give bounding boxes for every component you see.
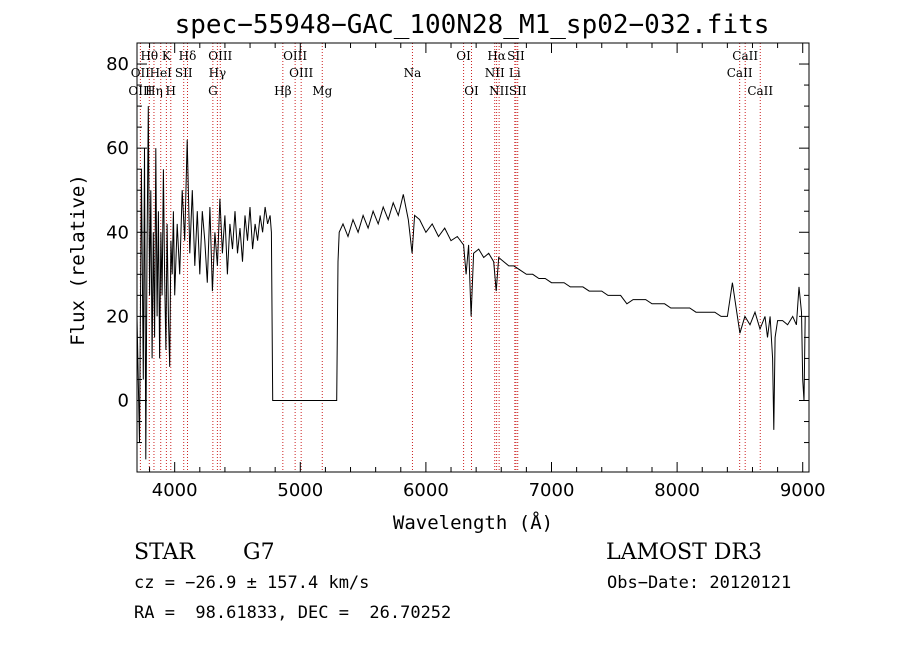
line-label-23: Mg <box>312 84 332 98</box>
y-tick-label: 80 <box>106 54 129 75</box>
plot-frame <box>136 42 810 473</box>
y-axis-ticks: 0 20 40 60 80 <box>106 54 809 444</box>
x-tick-label: 9000 <box>780 480 826 501</box>
line-label-11: SII <box>175 66 193 80</box>
line-label-15: NII <box>485 66 505 80</box>
line-label-19: Hη <box>145 84 163 98</box>
line-label-18: OIII <box>128 84 152 98</box>
line-label-8: CaII <box>732 49 758 63</box>
line-label-24: OI <box>464 84 479 98</box>
line-label-10: HeI <box>150 66 173 80</box>
line-label-5: OI <box>456 49 471 63</box>
line-label-9: OII <box>131 66 151 80</box>
chart-title: spec−55948−GAC_100N28_M1_sp02−032.fits <box>175 10 770 40</box>
line-label-7: SII <box>507 49 525 63</box>
line-label-2: Hδ <box>179 49 197 63</box>
line-label-17: CaII <box>727 66 753 80</box>
x-tick-label: 4000 <box>152 480 198 501</box>
line-label-21: G <box>208 84 218 98</box>
line-label-4: OIII <box>283 49 307 63</box>
y-tick-label: 0 <box>118 391 129 412</box>
line-label-26: SII <box>509 84 527 98</box>
y-axis-label: Flux (relative) <box>67 174 89 346</box>
line-label-14: Na <box>404 66 422 80</box>
emission-line-markers <box>139 43 761 472</box>
redshift-velocity: cz = −26.9 ± 157.4 km/s <box>134 573 370 593</box>
line-label-13: OIII <box>289 66 313 80</box>
observation-date: Obs−Date: 20120121 <box>607 573 792 593</box>
y-tick-label: 60 <box>106 138 129 159</box>
line-label-1: K <box>162 49 172 63</box>
y-tick-label: 40 <box>106 222 129 243</box>
object-class: STAR <box>134 540 195 565</box>
line-label-25: NII <box>489 84 509 98</box>
line-label-12: Hγ <box>209 66 227 80</box>
line-label-22: Hβ <box>274 84 291 98</box>
x-axis-label: Wavelength (Å) <box>393 511 553 534</box>
x-tick-label: 6000 <box>403 480 449 501</box>
line-label-16: Li <box>509 66 521 80</box>
line-label-3: OIII <box>208 49 232 63</box>
x-tick-label: 5000 <box>277 480 323 501</box>
line-label-20: H <box>166 84 176 98</box>
line-label-27: CaII <box>747 84 773 98</box>
object-subclass: G7 <box>243 540 275 565</box>
flux-series <box>136 106 806 460</box>
flux-line-0 <box>136 106 806 460</box>
y-tick-label: 20 <box>106 306 129 327</box>
line-label-0: Hθ <box>140 49 158 63</box>
line-label-6: Hα <box>487 49 506 63</box>
survey-name: LAMOST DR3 <box>606 540 762 565</box>
x-tick-label: 8000 <box>654 480 700 501</box>
x-tick-label: 7000 <box>529 480 575 501</box>
coordinates: RA = 98.61833, DEC = 26.70252 <box>134 603 452 623</box>
x-axis-ticks: 4000 5000 6000 7000 8000 9000 <box>149 43 826 501</box>
